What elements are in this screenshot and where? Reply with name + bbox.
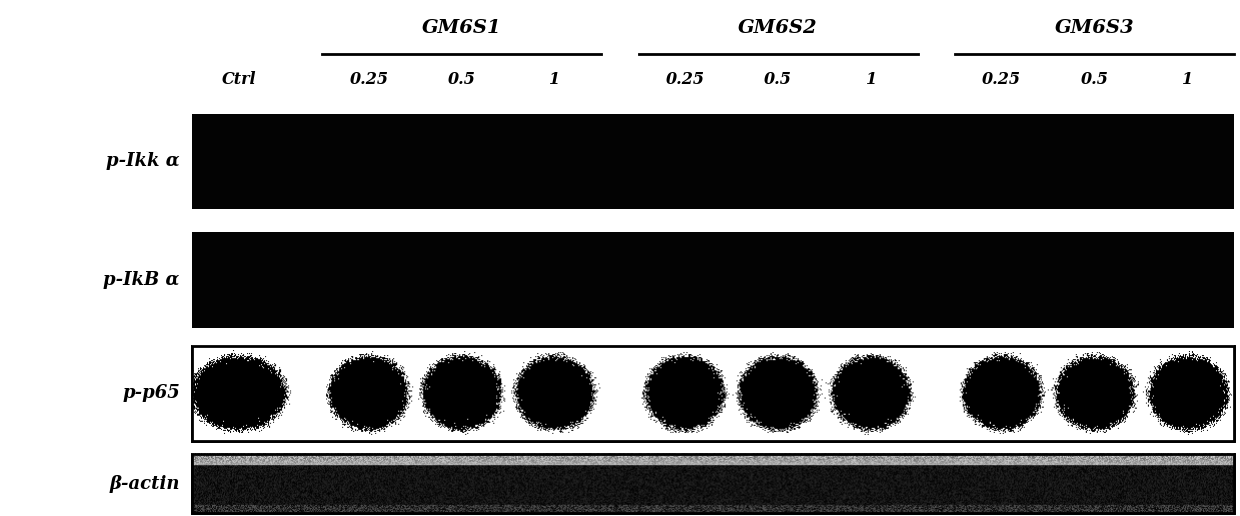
Text: p-p65: p-p65 <box>122 384 180 402</box>
Text: Ctrl: Ctrl <box>222 72 255 88</box>
Text: 0.25: 0.25 <box>666 72 704 88</box>
Text: 0.25: 0.25 <box>982 72 1021 88</box>
Bar <box>192 346 1234 441</box>
Text: 1: 1 <box>549 72 560 88</box>
Text: 0.5: 0.5 <box>1080 72 1109 88</box>
Text: 1: 1 <box>1182 72 1193 88</box>
Text: GM6S2: GM6S2 <box>738 20 818 37</box>
Bar <box>192 346 1234 441</box>
Text: 0.5: 0.5 <box>764 72 792 88</box>
Text: 1: 1 <box>866 72 877 88</box>
Text: GM6S1: GM6S1 <box>422 20 502 37</box>
Text: p-IkB α: p-IkB α <box>103 271 180 289</box>
Text: β-actin: β-actin <box>109 475 180 493</box>
Text: 0.5: 0.5 <box>448 72 476 88</box>
Text: 0.25: 0.25 <box>350 72 388 88</box>
Bar <box>192 114 1234 209</box>
Bar <box>192 454 1234 513</box>
Bar <box>192 454 1234 513</box>
Bar <box>192 232 1234 328</box>
Text: p-Ikk α: p-Ikk α <box>107 152 180 170</box>
Text: GM6S3: GM6S3 <box>1054 20 1135 37</box>
